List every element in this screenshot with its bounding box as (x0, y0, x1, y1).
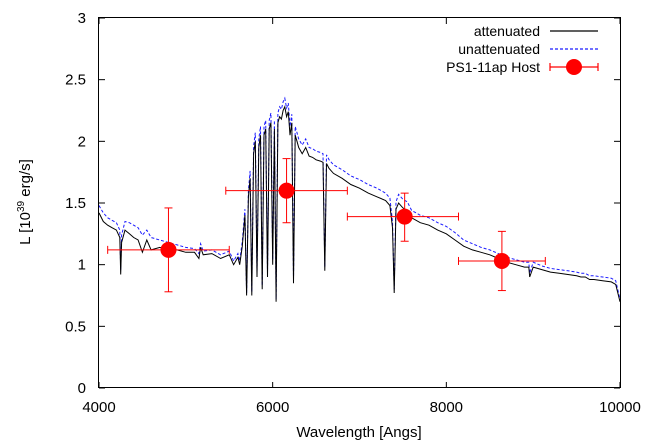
plot-frame (98, 17, 621, 388)
legend-label-attenuated: attenuated (474, 23, 540, 39)
y-tick-label: 0 (78, 380, 86, 397)
host-point-1 (107, 207, 230, 293)
legend-label-unattenuated: unattenuated (458, 41, 540, 57)
x-tick-label: 8000 (430, 399, 463, 416)
y-tick-label: 0.5 (65, 318, 86, 335)
legend: attenuated unattenuated PS1-11ap Host (446, 23, 599, 75)
host-point-3 (346, 192, 459, 242)
x-axis-ticks: 4000 6000 8000 10000 (82, 18, 641, 416)
y-tick-label: 1 (78, 257, 86, 274)
spectrum-curves (98, 96, 621, 302)
host-marker (493, 252, 510, 269)
y-tick-label: 3 (78, 10, 86, 27)
y-axis-ticks: 0 0.5 1 1.5 2 2.5 3 (65, 10, 620, 397)
host-photometry-points (107, 158, 546, 293)
series-line-unattenuated (98, 96, 621, 300)
host-marker (278, 182, 295, 199)
host-point-2 (225, 158, 348, 224)
y-axis-label: L [1039 erg/s] (16, 159, 34, 245)
y-tick-label: 1.5 (65, 195, 86, 212)
host-marker (160, 241, 177, 258)
host-marker (396, 208, 413, 225)
x-tick-label: 4000 (82, 399, 115, 416)
x-tick-label: 6000 (256, 399, 289, 416)
x-tick-label: 10000 (599, 399, 641, 416)
y-tick-label: 2.5 (65, 72, 86, 89)
legend-label-host: PS1-11ap Host (446, 59, 540, 75)
legend-marker-host (566, 59, 582, 75)
series-line-attenuated (98, 105, 621, 302)
host-point-4 (457, 230, 546, 292)
x-axis-label: Wavelength [Angs] (296, 424, 421, 441)
y-tick-label: 2 (78, 133, 86, 150)
